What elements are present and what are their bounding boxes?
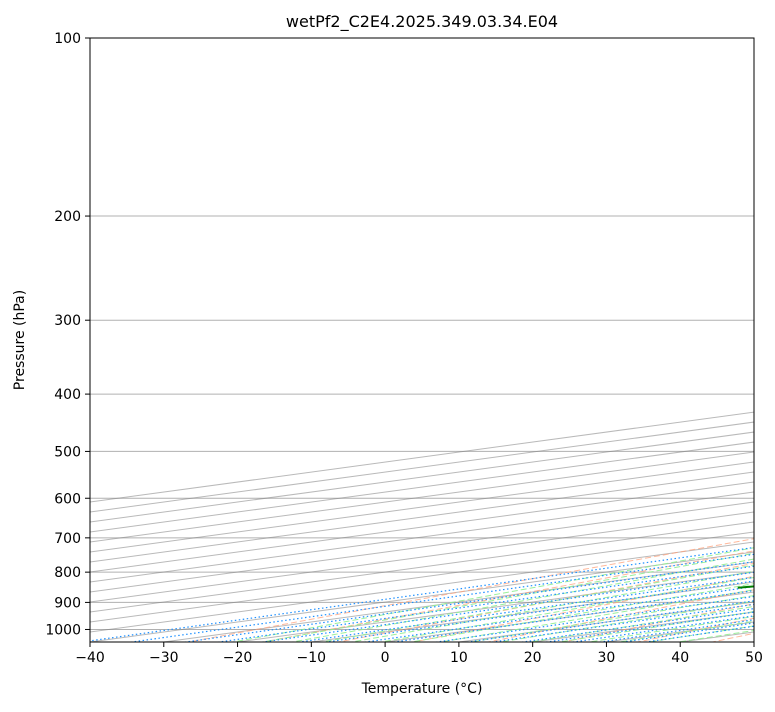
isotherm-line — [90, 531, 754, 623]
isotherm-line — [90, 501, 754, 593]
mixing-ratio-line — [432, 595, 754, 642]
mixing-ratio-line — [390, 589, 754, 642]
y-axis-label: Pressure (hPa) — [12, 290, 28, 390]
mixing-ratio-line — [488, 603, 754, 642]
dry-adiabat-line — [410, 575, 754, 642]
pressure-gridlines — [90, 38, 754, 630]
isotherm-line — [90, 451, 754, 543]
mixing-ratio-lines — [90, 546, 754, 642]
mixing-ratio-line — [463, 600, 754, 642]
x-tick-label: 10 — [450, 650, 468, 666]
moist-adiabats — [230, 547, 754, 642]
y-tick-label: 800 — [54, 565, 81, 581]
x-tick-label: 20 — [524, 650, 542, 666]
x-tick-label: 30 — [598, 650, 616, 666]
plot-area: 0.10.20.40.611.52346810131620253036-100-… — [90, 38, 754, 642]
isotherm-line — [90, 481, 754, 573]
moist-adiabat-line — [467, 595, 754, 642]
moist-adiabat-line — [348, 570, 754, 642]
x-tick-label: −10 — [297, 650, 327, 666]
moist-adiabat-line — [497, 600, 754, 642]
x-axis-ticks: −40 −30 −20 −10 0 10 20 30 40 50 — [75, 642, 763, 666]
moist-adiabat-line — [437, 589, 754, 642]
isotherm-line — [90, 511, 754, 603]
x-tick-label: 40 — [671, 650, 689, 666]
y-tick-label: 300 — [54, 313, 81, 329]
mixing-ratio-line — [90, 546, 754, 642]
chart-title: wetPf2_C2E4.2025.349.03.34.E04 — [286, 12, 558, 32]
x-axis-label: Temperature (°C) — [361, 681, 483, 697]
y-tick-label: 500 — [54, 444, 81, 460]
x-tick-label: 0 — [381, 650, 390, 666]
isotherm-line — [90, 461, 754, 553]
x-tick-label: −40 — [75, 650, 105, 666]
y-tick-label: 700 — [54, 531, 81, 547]
x-tick-label: −30 — [149, 650, 179, 666]
plot-frame — [89, 37, 755, 643]
moist-adiabat-line — [259, 552, 754, 642]
moist-adiabat-line — [230, 547, 754, 642]
y-tick-label: 600 — [54, 491, 81, 507]
x-tick-label: 50 — [745, 650, 763, 666]
y-tick-label: 400 — [54, 387, 81, 403]
y-tick-label: 200 — [54, 209, 81, 225]
isotherms — [90, 411, 754, 642]
dry-adiabat-line — [261, 550, 754, 642]
moist-adiabat-line — [319, 564, 754, 642]
y-axis-ticks: 100 200 300 400 500 600 700 800 900 1000 — [45, 31, 90, 638]
mixing-ratio-line — [127, 553, 754, 642]
y-tick-label: 100 — [54, 31, 81, 47]
dry-adiabat-line — [485, 589, 754, 642]
isotherm-line — [90, 521, 754, 613]
isotherm-line — [90, 471, 754, 563]
y-tick-label: 1000 — [45, 622, 81, 638]
x-tick-label: −20 — [223, 650, 253, 666]
isotherm-line — [90, 491, 754, 583]
y-tick-label: 900 — [54, 595, 81, 611]
